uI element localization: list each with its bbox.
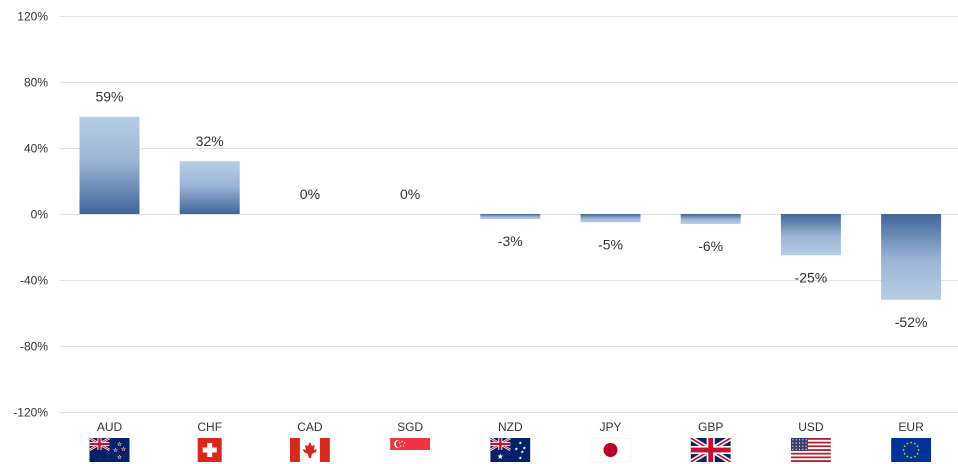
- bar: [680, 214, 741, 224]
- category-label: CAD: [297, 420, 323, 434]
- eu-flag-icon: [891, 438, 932, 462]
- bar: [480, 214, 541, 219]
- data-label: -5%: [598, 236, 623, 252]
- y-tick-label: 120%: [17, 10, 48, 24]
- category-label: AUD: [97, 420, 123, 434]
- currency-flags: [89, 438, 932, 462]
- bar: [179, 161, 240, 214]
- new-zealand-flag-icon: [89, 438, 130, 462]
- singapore-flag-icon: [390, 438, 431, 462]
- australia-flag-icon: [490, 438, 531, 462]
- category-label: CHF: [197, 420, 222, 434]
- data-label: 59%: [95, 89, 123, 105]
- y-axis-tick-labels: 120% 80% 40% 0% -40% -80% -120%: [13, 10, 48, 420]
- data-label: 0%: [300, 186, 320, 202]
- data-label: -6%: [698, 238, 723, 254]
- category-label: EUR: [898, 420, 924, 434]
- y-tick-label: 40%: [24, 142, 48, 156]
- y-tick-label: -120%: [13, 406, 48, 420]
- category-label: USD: [798, 420, 824, 434]
- data-label: 0%: [400, 186, 420, 202]
- category-label: NZD: [498, 420, 523, 434]
- bar: [580, 214, 641, 223]
- japan-flag-icon: [590, 438, 631, 462]
- category-labels: AUD CHF CAD SGD NZD JPY GBP USD EUR: [97, 420, 924, 434]
- data-labels: 59% 32% 0% 0% -3% -5% -6% -25% -52%: [95, 89, 927, 330]
- canada-flag-icon: [289, 438, 330, 462]
- bar: [881, 214, 942, 300]
- usa-flag-icon: [790, 438, 831, 462]
- bar: [79, 116, 140, 214]
- y-tick-label: 0%: [31, 208, 49, 222]
- grid-lines: [60, 16, 958, 413]
- y-tick-label: -40%: [20, 274, 48, 288]
- y-tick-label: -80%: [20, 340, 48, 354]
- bar: [780, 214, 841, 256]
- bars: [79, 116, 942, 300]
- uk-flag-icon: [690, 438, 731, 462]
- data-label: -3%: [498, 233, 523, 249]
- category-label: GBP: [698, 420, 723, 434]
- data-label: -25%: [795, 269, 828, 285]
- category-label: SGD: [397, 420, 423, 434]
- switzerland-flag-icon: [189, 438, 230, 462]
- data-label: 32%: [196, 133, 224, 149]
- data-label: -52%: [895, 314, 928, 330]
- category-label: JPY: [599, 420, 621, 434]
- y-tick-label: 80%: [24, 76, 48, 90]
